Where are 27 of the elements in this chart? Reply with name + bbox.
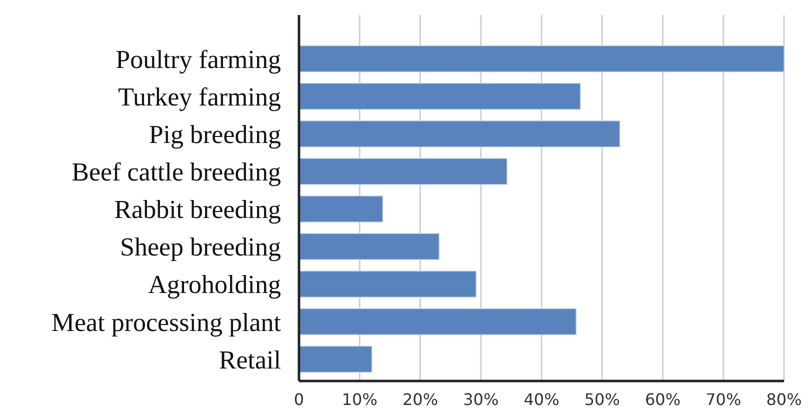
x-tick-label: 40% [524, 390, 560, 408]
y-tick-label: Turkey farming [118, 82, 281, 112]
y-tick-label: Poultry farming [116, 44, 281, 74]
x-tick-label: 50% [584, 390, 620, 408]
bar [298, 45, 784, 72]
bar [298, 233, 440, 260]
bar [298, 120, 620, 148]
y-tick-label: Meat processing plant [51, 308, 282, 337]
bar [298, 270, 476, 298]
x-tick-label: 60% [644, 390, 681, 408]
x-tick-label: 30% [463, 390, 499, 408]
y-tick-label: Agroholding [148, 270, 281, 300]
y-tick-label: Beef cattle breeding [72, 158, 281, 187]
x-tick-label: 20% [402, 390, 438, 408]
bar [298, 196, 384, 222]
y-tick-label: Rabbit breeding [114, 195, 281, 224]
y-tick-label: Sheep breeding [120, 232, 281, 262]
x-tick-label: 80% [766, 390, 802, 408]
x-tick-label: 0 [294, 390, 304, 408]
x-tick-label: 10% [342, 390, 378, 408]
bar [298, 158, 508, 185]
bar [298, 308, 576, 336]
y-tick-label: Pig breeding [148, 120, 281, 149]
bar [298, 82, 581, 110]
x-tick-label: 70% [706, 390, 742, 408]
bar [298, 346, 372, 373]
y-tick-label: Retail [218, 345, 281, 374]
